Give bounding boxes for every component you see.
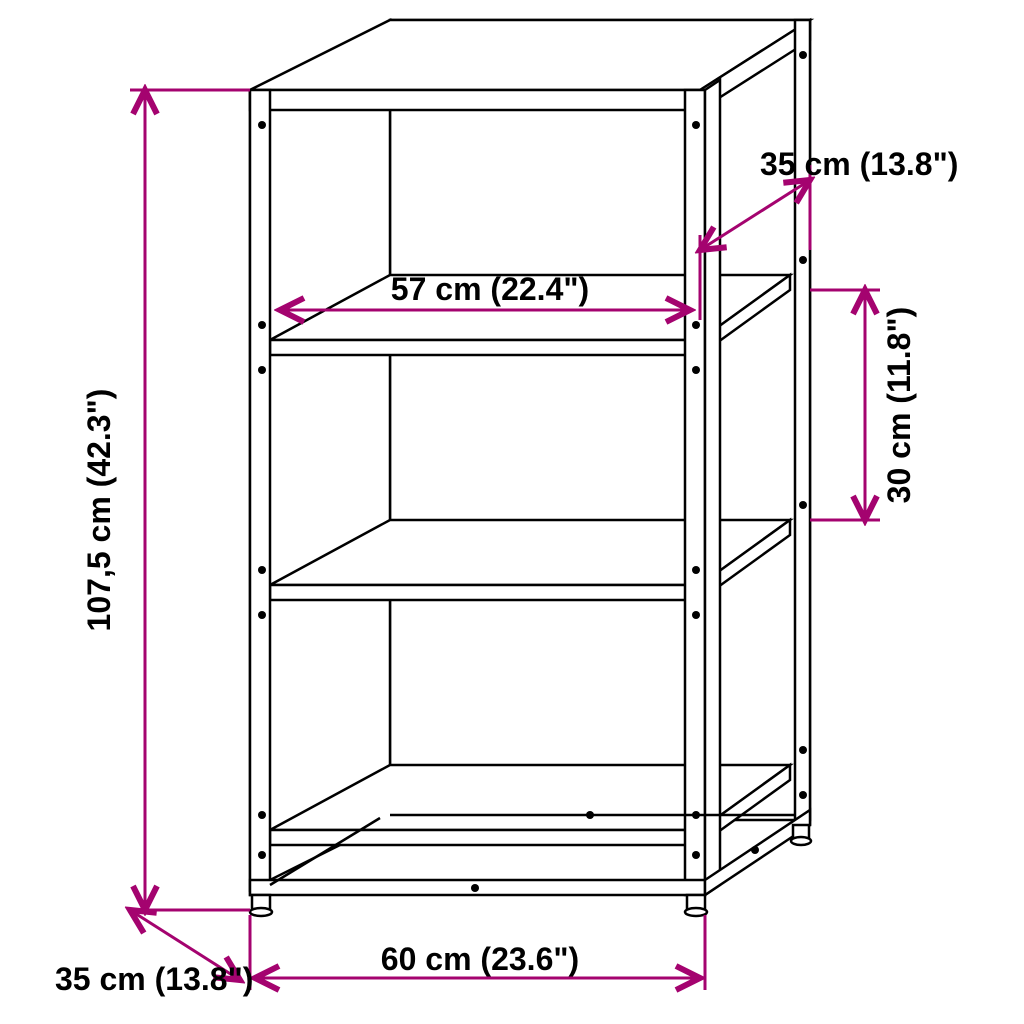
shelf-diagram: 107,5 cm (42.3") 35 cm (13.8") 57 cm (22… bbox=[0, 0, 1024, 1024]
dim-shelf-gap: 30 cm (11.8") bbox=[881, 307, 917, 504]
dim-depth-top: 35 cm (13.8") bbox=[760, 146, 958, 182]
dim-inner-width: 57 cm (22.4") bbox=[391, 271, 589, 307]
dim-height: 107,5 cm (42.3") bbox=[81, 389, 117, 632]
dim-depth-bottom: 35 cm (13.8") bbox=[55, 961, 253, 997]
dim-width: 60 cm (23.6") bbox=[381, 941, 579, 977]
